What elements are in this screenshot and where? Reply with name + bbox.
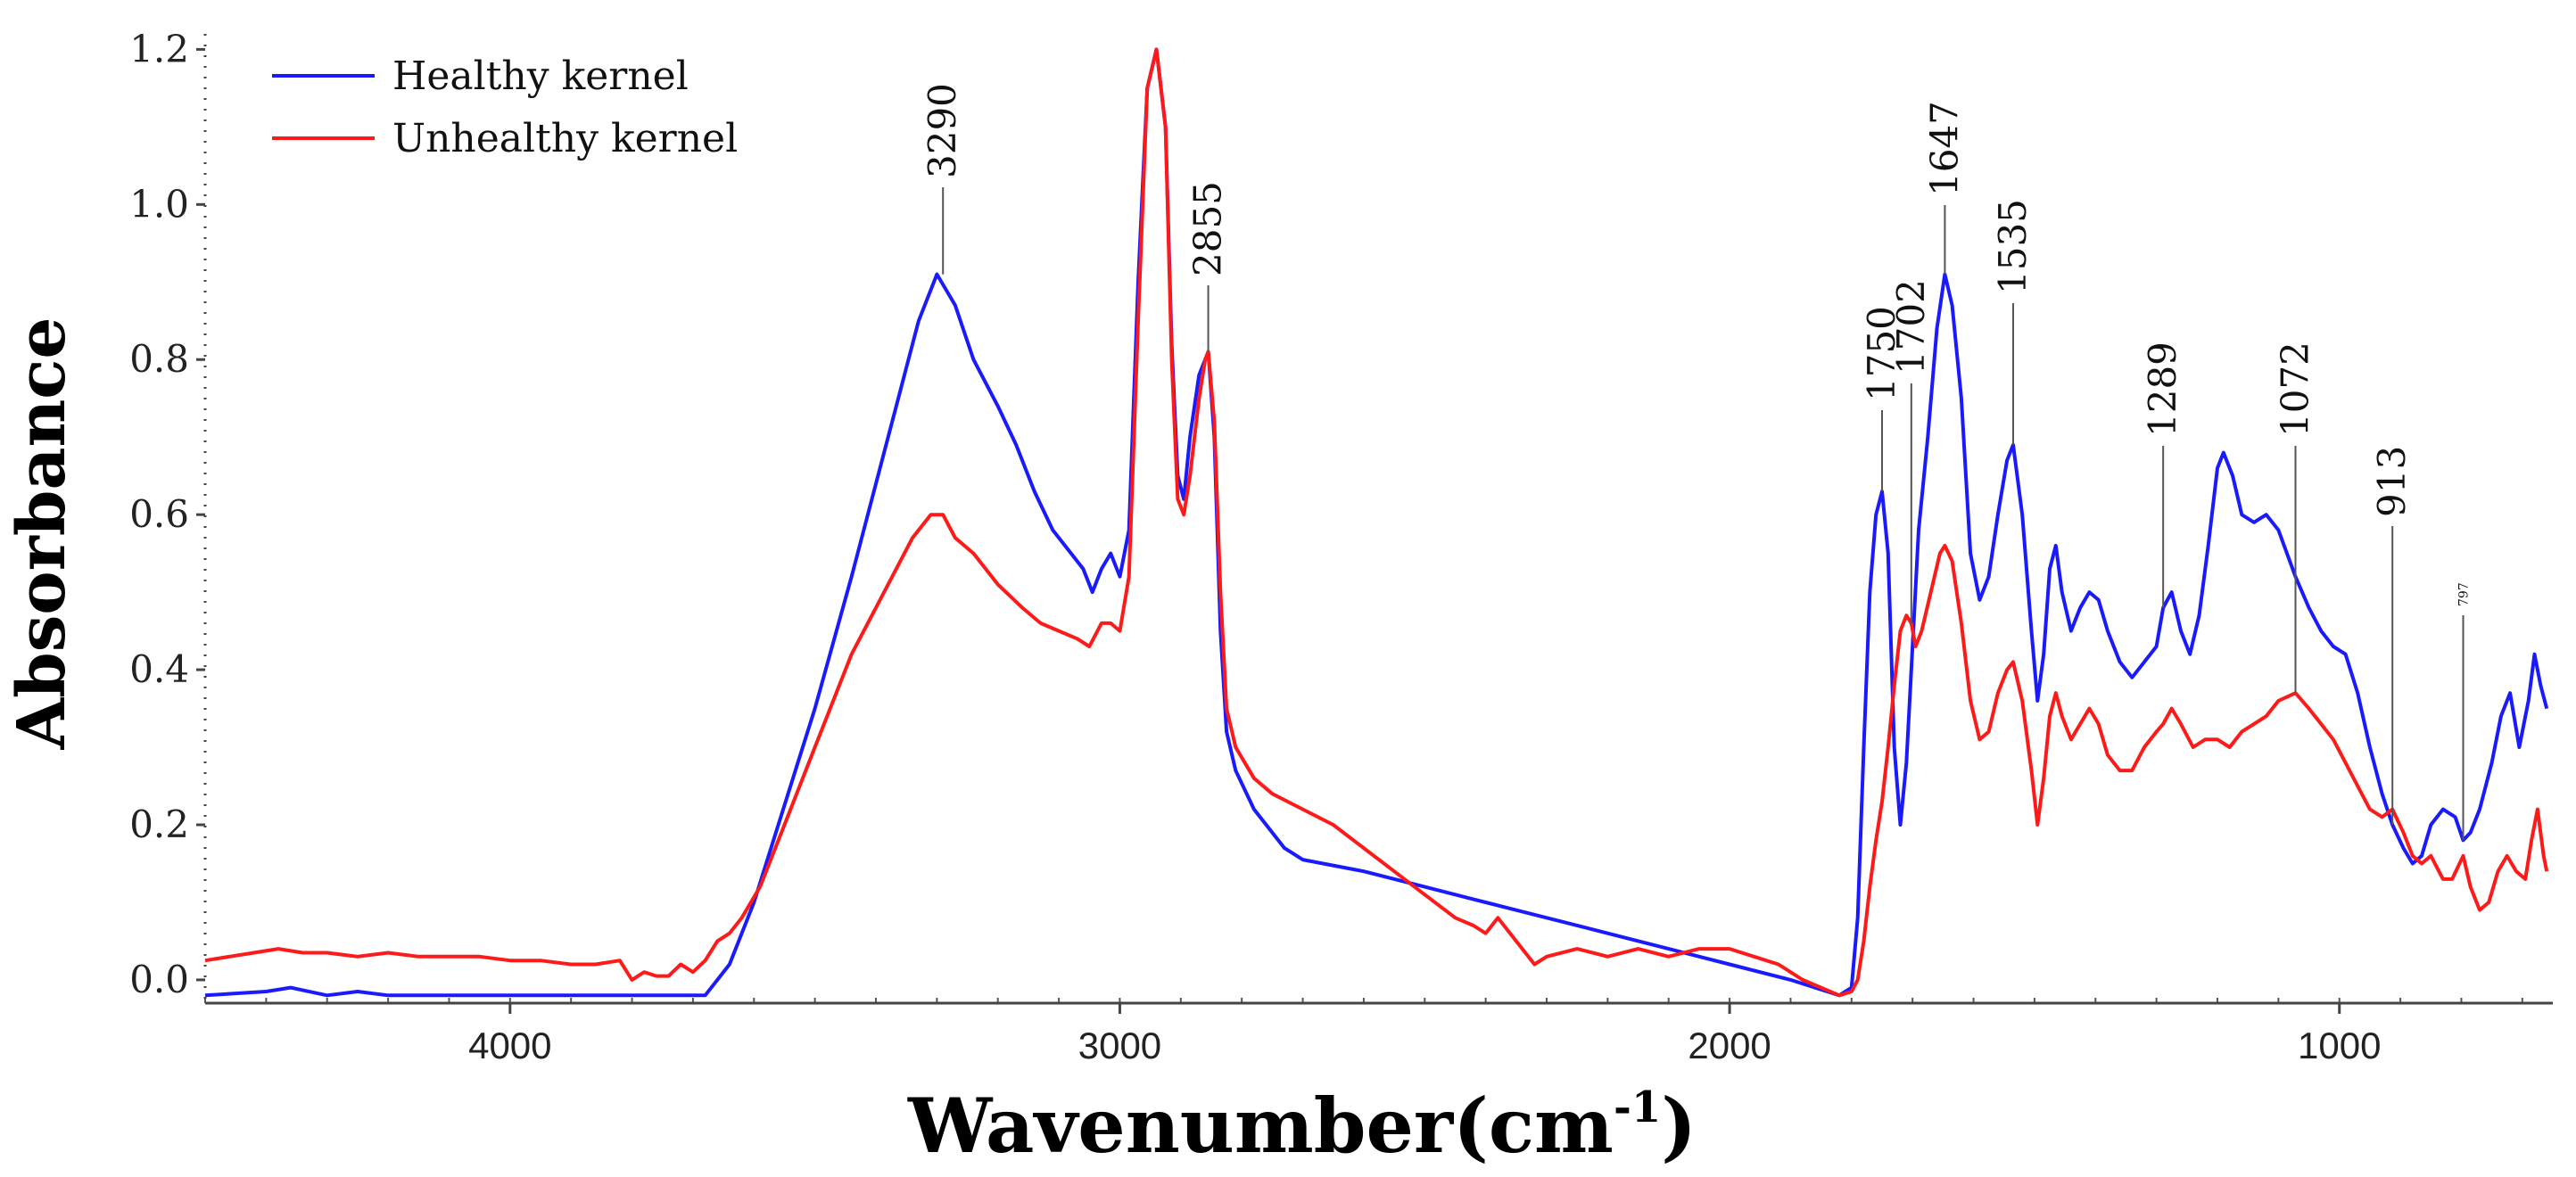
x-tick-label: 4000 [468,1025,551,1066]
axes [203,34,2553,1005]
x-tick-label: 3000 [1078,1025,1161,1066]
y-tick-label: 0.6 [129,492,189,536]
peak-label-3290: 3290 [921,83,964,178]
peak-label-2855: 2855 [1186,181,1230,276]
x-tick-label: 2000 [1688,1025,1771,1066]
peak-label-1702: 1702 [1889,279,1933,374]
x-axis-title-main: Wavenumber(cm [907,1082,1614,1170]
peak-label-1647: 1647 [1922,101,1966,196]
series-layer [204,47,2549,998]
y-tick-label: 1.0 [129,182,189,226]
legend-label-healthy: Healthy kernel [392,54,689,99]
peak-label-1750: 1750 [1860,306,1903,401]
y-tick-label: 0.8 [129,337,189,381]
peak-label-1072: 1072 [2274,342,2317,437]
x-axis-title: Wavenumber(cm-1) [907,1082,1697,1170]
legend: Healthy kernel Unhealthy kernel [272,54,738,161]
y-axis-title: Absorbance [4,317,80,751]
y-tick-label: 1.2 [129,27,189,70]
y-tick-label: 0.2 [129,802,189,846]
series-line-unhealthy [204,47,2549,998]
peak-label-913: 913 [2370,446,2414,517]
x-axis-ticks: 4000 3000 2000 1000 [468,1003,2381,1066]
peak-label-1535: 1535 [1991,199,2035,294]
x-tick-label: 1000 [2298,1025,2381,1066]
y-tick-label: 0.4 [129,647,189,691]
peak-label-797: 797 [2457,582,2472,606]
legend-label-unhealthy: Unhealthy kernel [392,116,738,161]
peak-label-1289: 1289 [2141,342,2184,437]
x-axis-title-sup: -1 [1614,1082,1661,1132]
y-axis-ticks: 0.0 0.2 0.4 0.6 0.8 1.0 1.2 [129,27,205,1001]
series-line-healthy [204,47,2549,998]
y-tick-label: 0.0 [129,958,189,1001]
x-axis-title-close: ) [1661,1082,1697,1170]
